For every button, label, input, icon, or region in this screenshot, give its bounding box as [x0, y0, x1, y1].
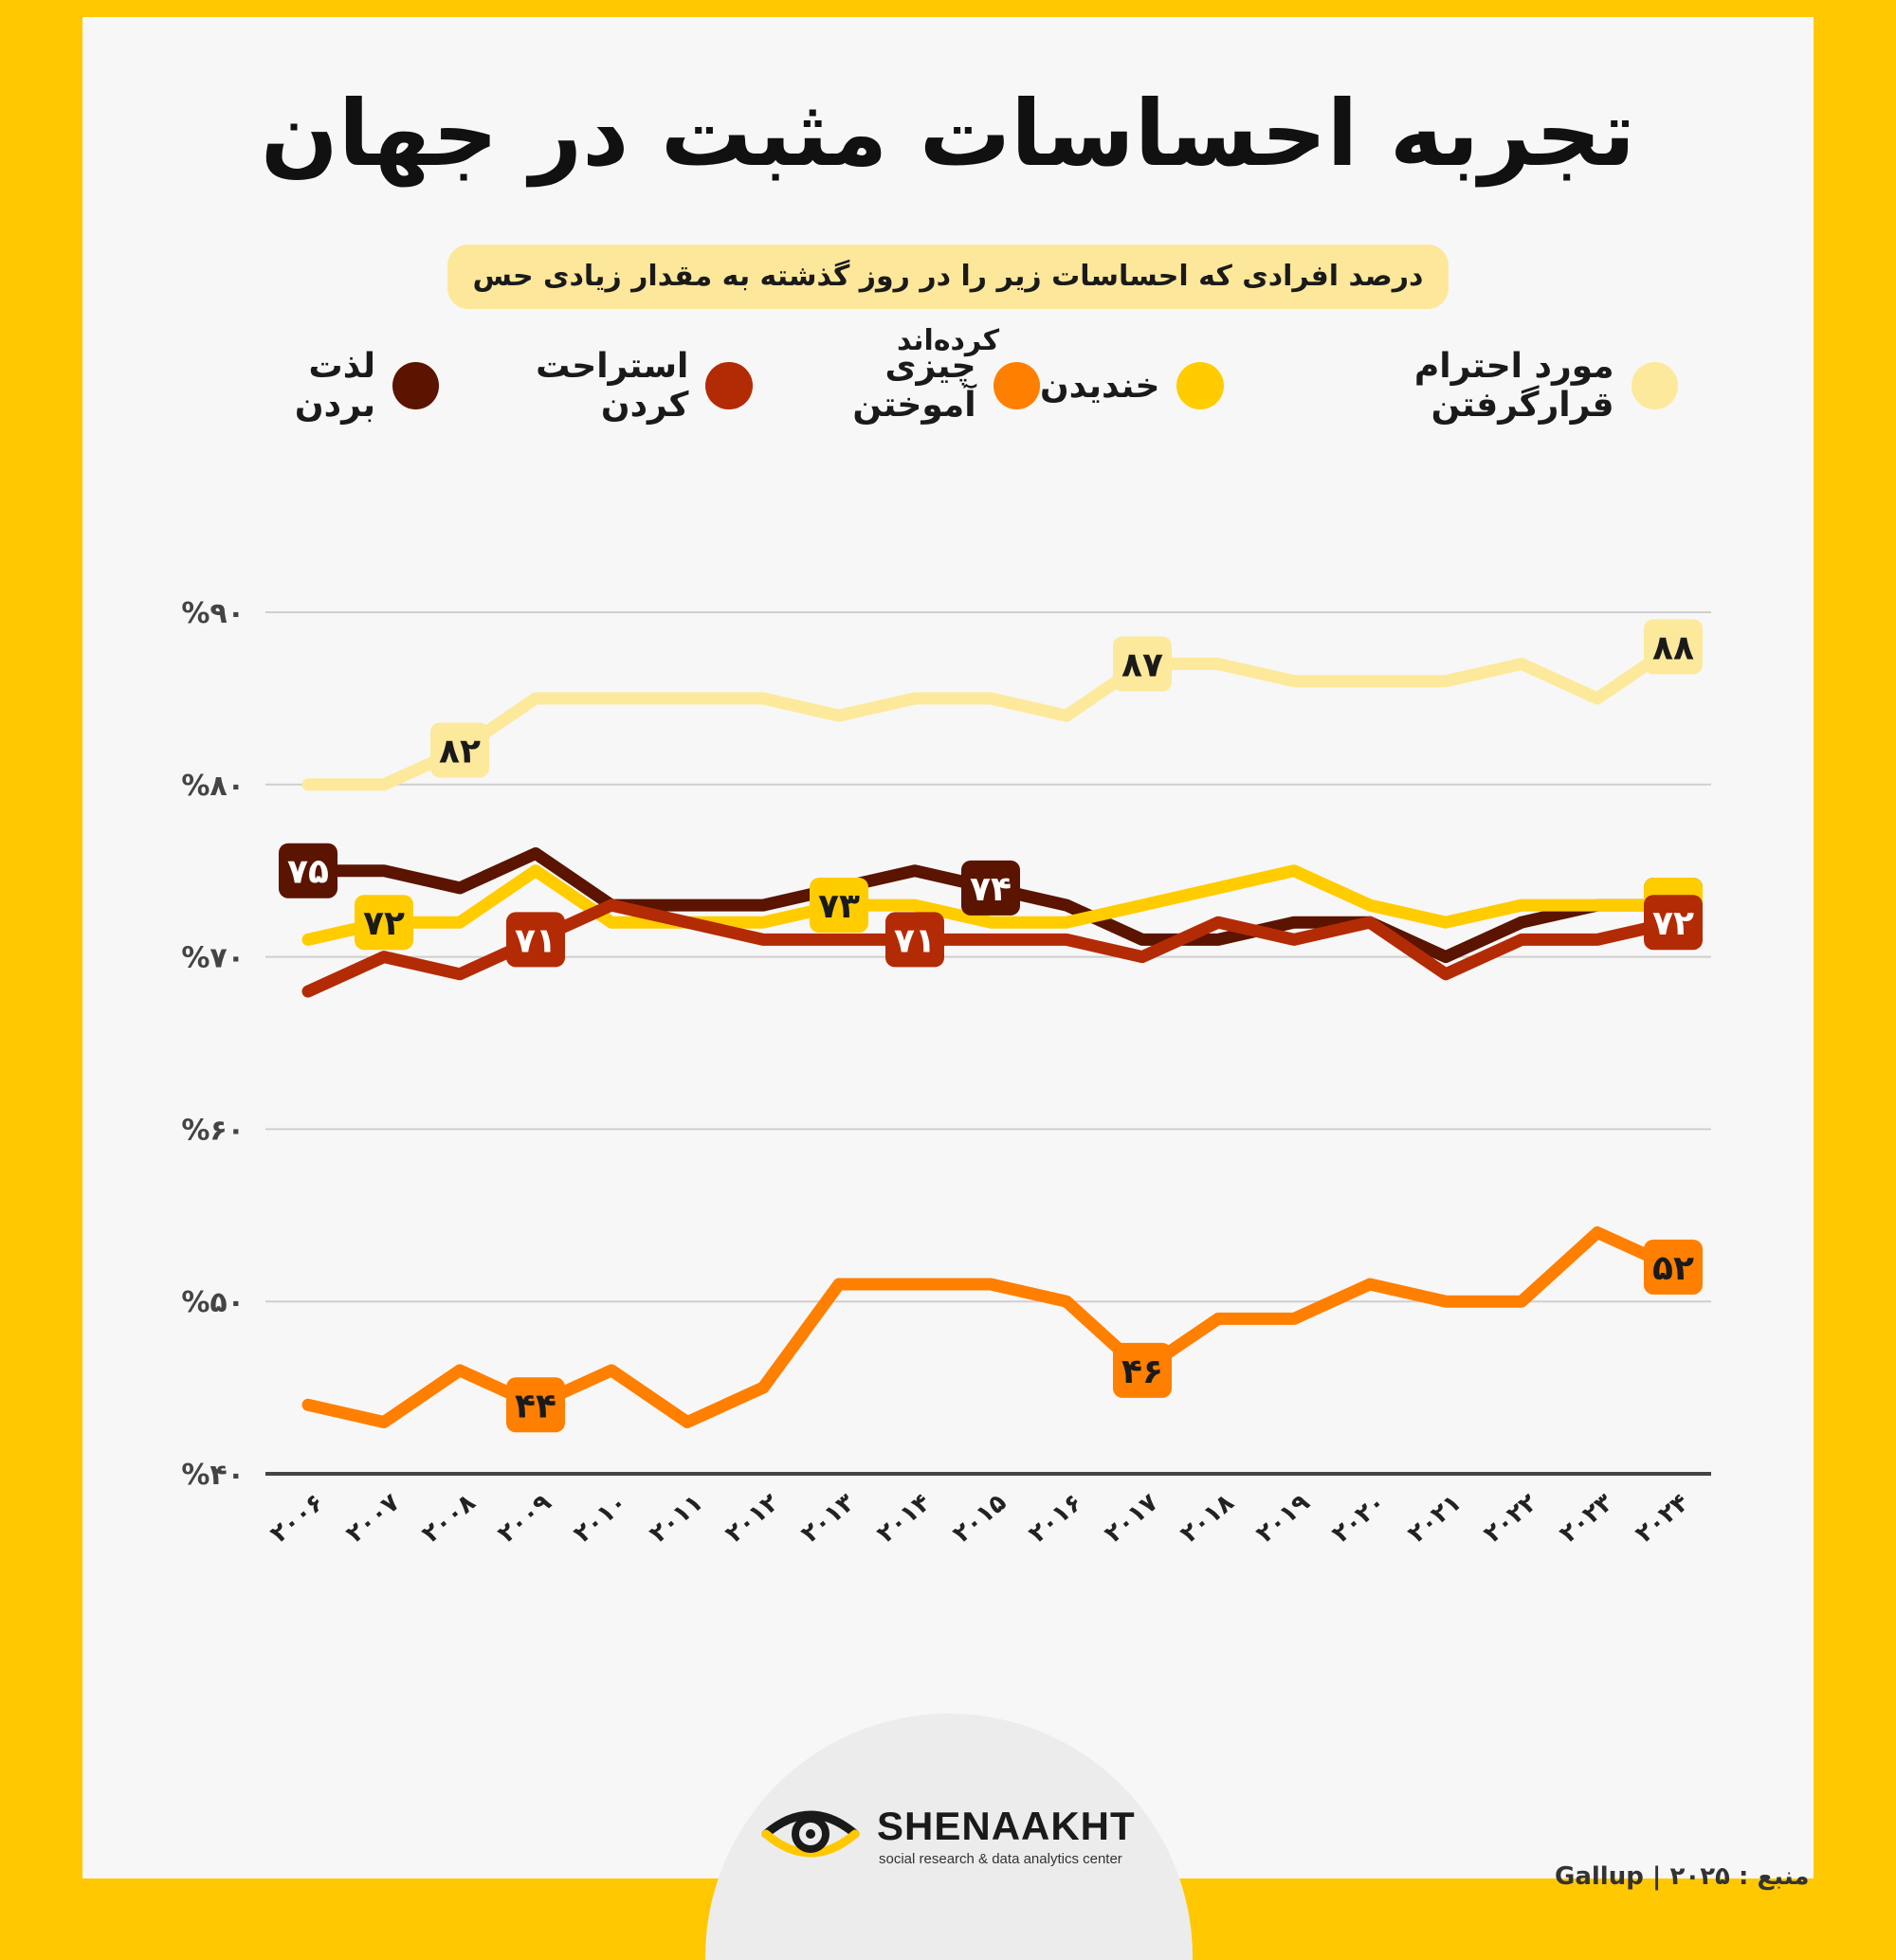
x-tick-label: ۲۰۱۱: [645, 1488, 709, 1549]
y-tick-label: %۹۰: [181, 597, 245, 630]
data-label: ۸۲: [439, 732, 481, 771]
data-label: ۷۱: [515, 921, 556, 960]
legend-swatch-respected: [1631, 362, 1678, 409]
data-label-badge: [1113, 1342, 1172, 1398]
legend-label: مورد احترام قرارگرفتن: [1413, 347, 1614, 425]
data-label: ۴۶: [1121, 1352, 1163, 1391]
data-label-badge: [1644, 619, 1703, 675]
x-tick-label: ۲۰۰۹: [493, 1488, 557, 1549]
eye-icon: [761, 1810, 860, 1858]
data-label-badge: [961, 860, 1020, 916]
brand-tagline: social research & data analytics center: [879, 1851, 1122, 1867]
x-tick-label: ۲۰۱۷: [1100, 1488, 1164, 1549]
data-label: ۴۴: [515, 1387, 556, 1425]
x-tick-label: ۲۰۲۰: [1327, 1488, 1392, 1549]
data-label: ۷۵: [287, 853, 329, 892]
data-label: ۷۲: [363, 904, 405, 943]
data-label: ۷۱: [894, 921, 936, 960]
data-label: ۷۳: [818, 887, 860, 926]
x-tick-label: ۲۰۱۰: [569, 1488, 633, 1549]
legend-label: چیزی آموختن: [852, 347, 976, 425]
x-tick-label: ۲۰۱۲: [720, 1488, 785, 1549]
y-tick-label: %۸۰: [181, 770, 245, 803]
x-tick-label: ۲۰۲۴: [1631, 1488, 1695, 1549]
legend: مورد احترام قرارگرفتن خندیدن چیزی آموختن…: [218, 347, 1678, 425]
data-label-badge: [810, 878, 868, 934]
x-tick-label: ۲۰۱۶: [1024, 1488, 1088, 1549]
legend-swatch-enjoyment: [392, 362, 440, 409]
x-tick-label: ۲۰۱۸: [1176, 1488, 1240, 1549]
x-tick-label: ۲۰۱۹: [1251, 1488, 1316, 1549]
data-label-badge: [1644, 895, 1703, 951]
data-label: ۷۴: [970, 870, 1012, 909]
x-tick-label: ۲۰۲۲: [1479, 1488, 1543, 1549]
brand-logo: SHENAAKHT social research & data analyti…: [758, 1796, 1157, 1872]
x-tick-label: ۲۰۰۶: [265, 1488, 330, 1549]
y-tick-label: %۵۰: [181, 1286, 245, 1319]
data-label-badge: [885, 912, 944, 968]
x-tick-label: ۲۰۰۷: [341, 1488, 406, 1549]
data-label: ۸۷: [1121, 646, 1163, 685]
legend-label: خندیدن: [1039, 366, 1160, 406]
legend-item-laughing: خندیدن: [1039, 362, 1225, 409]
data-label: ۸۸: [1652, 628, 1694, 667]
data-label-badge: [430, 722, 489, 778]
data-label-badge: [506, 1377, 565, 1433]
x-tick-label: ۲۰۰۸: [417, 1488, 482, 1549]
data-label-badge: [506, 912, 565, 968]
x-tick-label: ۲۰۱۳: [796, 1488, 861, 1549]
subtitle-badge: درصد افرادی که احساسات زیر را در روز گذش…: [447, 245, 1449, 357]
data-label: ۵۲: [1652, 1249, 1694, 1288]
legend-label: استراحت کردن: [536, 347, 689, 425]
legend-item-rest: استراحت کردن: [439, 347, 753, 425]
legend-item-learning: چیزی آموختن: [753, 347, 1040, 425]
x-tick-label: ۲۰۲۱: [1403, 1488, 1468, 1549]
page-title: تجربه احساسات مثبت در جهان: [260, 81, 1636, 187]
y-tick-label: %۴۰: [181, 1459, 245, 1492]
legend-label: لذت بردن: [294, 347, 376, 425]
x-tick-label: ۲۰۱۴: [872, 1488, 937, 1549]
series-line: [301, 864, 1680, 946]
source-note: منبع : ۲۰۲۵ | Gallup: [1555, 1862, 1810, 1891]
legend-swatch-rest: [705, 362, 753, 409]
data-label-badge: [279, 843, 337, 898]
data-label: ۷۲: [1652, 904, 1694, 943]
data-label-badge: [1113, 636, 1172, 692]
legend-swatch-learning: [993, 362, 1040, 409]
y-tick-label: %۶۰: [181, 1114, 245, 1147]
legend-item-respected: مورد احترام قرارگرفتن: [1224, 347, 1678, 425]
data-label-badge: [355, 895, 413, 951]
x-tick-label: ۲۰۱۵: [948, 1488, 1012, 1549]
brand-name: SHENAAKHT: [877, 1804, 1136, 1848]
legend-item-enjoyment: لذت بردن: [218, 347, 440, 425]
data-label-badge: [1644, 1239, 1703, 1295]
y-tick-label: %۷۰: [181, 942, 245, 975]
x-tick-label: ۲۰۲۳: [1555, 1488, 1619, 1549]
legend-swatch-laughing: [1176, 362, 1225, 409]
series-line: [301, 640, 1680, 791]
